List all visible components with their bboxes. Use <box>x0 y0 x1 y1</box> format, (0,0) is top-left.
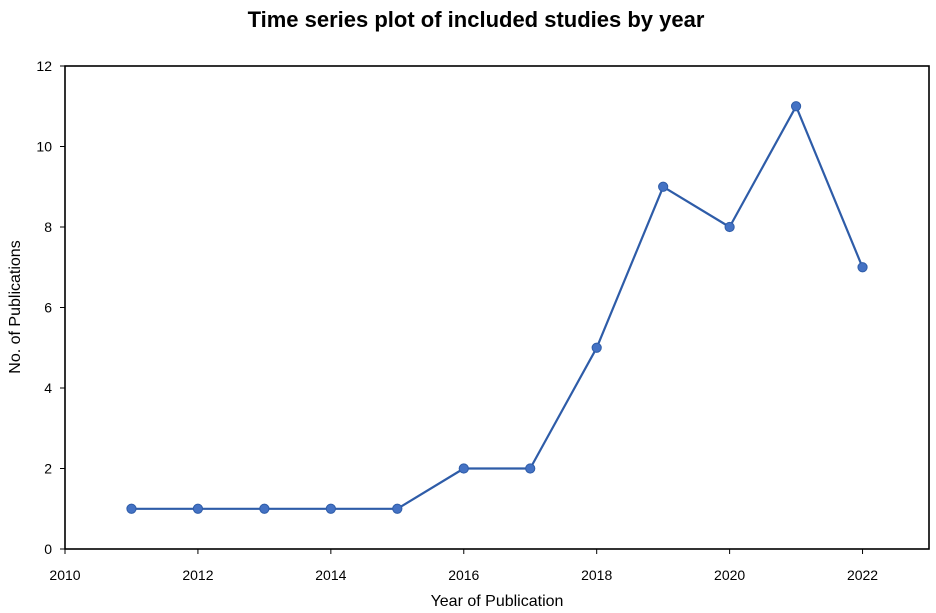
data-point-2012 <box>192 503 204 514</box>
data-point-2016 <box>458 463 469 474</box>
y-tick-label: 12 <box>36 58 52 74</box>
y-tick-label: 8 <box>44 219 52 235</box>
data-point-2015 <box>392 503 403 514</box>
y-tick-label: 10 <box>36 139 52 155</box>
x-tick-label: 2022 <box>847 567 878 583</box>
x-axis-title: Year of Publication <box>431 593 564 610</box>
series-line <box>131 105 864 510</box>
x-tick-label: 2020 <box>714 567 745 583</box>
data-point-2022 <box>857 262 868 273</box>
x-tick-label: 2014 <box>315 567 346 583</box>
series-layer <box>126 101 868 514</box>
data-point-2020 <box>724 221 735 233</box>
y-axis-tick-labels: 0 2 4 6 8 10 12 <box>36 58 65 557</box>
x-tick-label: 2018 <box>581 567 612 583</box>
y-tick-label: 4 <box>44 380 52 396</box>
data-point-2017 <box>525 463 536 474</box>
y-tick-label: 6 <box>44 300 52 316</box>
x-tick-label: 2016 <box>448 567 479 583</box>
x-tick-label: 2010 <box>49 567 80 583</box>
data-point-2011 <box>126 503 137 514</box>
y-tick-label: 0 <box>44 541 52 557</box>
data-point-2014 <box>325 503 336 514</box>
x-axis-tick-labels: 2010 2012 2014 2016 2018 2020 2022 <box>49 549 878 583</box>
plot-area-frame <box>64 65 930 550</box>
chart-title: Time series plot of included studies by … <box>248 7 705 32</box>
data-point-2021 <box>790 101 802 112</box>
data-point-2013 <box>259 503 270 514</box>
x-tick-label: 2012 <box>182 567 213 583</box>
y-tick-label: 2 <box>44 461 52 477</box>
y-axis-title: No. of Publications <box>7 240 24 373</box>
data-point-2019 <box>658 181 669 192</box>
data-point-2018 <box>591 342 602 353</box>
